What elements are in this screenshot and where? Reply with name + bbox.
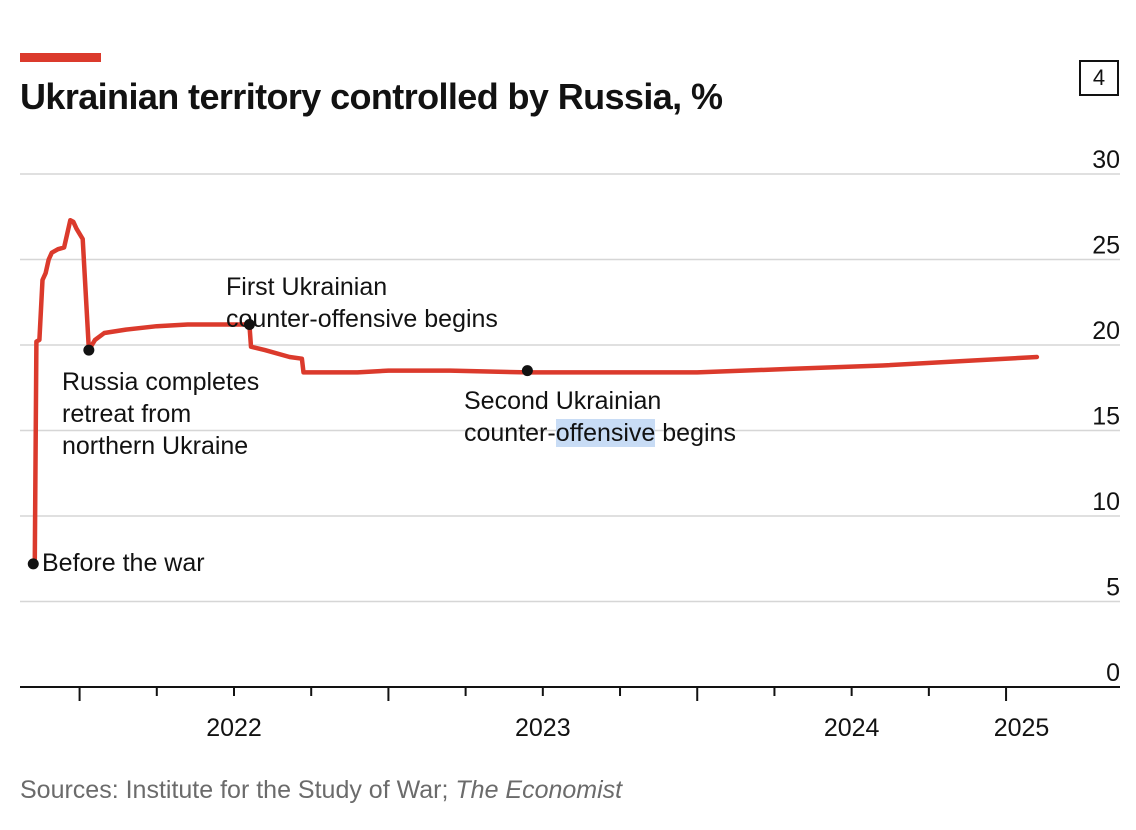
brand-accent-bar <box>20 53 101 62</box>
chart-title: Ukrainian territory controlled by Russia… <box>20 76 723 117</box>
y-tick-label-20: 20 <box>1092 317 1120 345</box>
annotation-line: retreat from <box>62 400 192 428</box>
x-tick-label-2024: 2024 <box>824 714 880 742</box>
annotation-marker-retreat <box>83 344 95 356</box>
annotation-marker-second <box>521 365 533 377</box>
chart-number-badge: 4 <box>1079 60 1119 96</box>
annotation-retreat: Russia completes retreat from northern U… <box>62 366 259 462</box>
annotation-marker-before <box>27 558 39 570</box>
annotation-marker-first <box>243 318 255 330</box>
source-publication: The Economist <box>455 776 623 804</box>
y-tick-label-5: 5 <box>1106 574 1120 602</box>
highlighted-word: offensive <box>555 419 656 447</box>
series-layer <box>31 217 1040 567</box>
y-tick-label-25: 25 <box>1092 232 1120 260</box>
annotation-line: counter-offensive begins <box>464 419 736 447</box>
y-tick-label-0: 0 <box>1106 659 1120 687</box>
source-text: Sources: Institute for the Study of War; <box>20 776 456 804</box>
annotation-line: Second Ukrainian <box>464 387 662 415</box>
y-tick-label-30: 30 <box>1092 146 1120 174</box>
x-tick-label-2025: 2025 <box>994 714 1050 742</box>
x-tick-label-2022: 2022 <box>206 714 262 742</box>
annotation-markers <box>27 318 533 570</box>
series-line-0 <box>31 217 1040 567</box>
x-axis: 2022 2023 2024 2025 <box>20 686 1120 742</box>
annotation-before-war: Before the war <box>42 547 205 579</box>
annotation-line: Russia completes <box>62 368 260 396</box>
annotation-second-counter-offensive: Second Ukrainian counter-offensive begin… <box>464 385 736 449</box>
y-tick-labels: 0 5 10 15 20 25 30 <box>1092 146 1120 687</box>
y-tick-label-15: 15 <box>1092 403 1120 431</box>
annotation-line: northern Ukraine <box>62 432 249 460</box>
x-tick-label-2023: 2023 <box>515 714 571 742</box>
y-tick-label-10: 10 <box>1092 488 1120 516</box>
annotation-line: First Ukrainian <box>226 273 388 301</box>
annotation-line: Before the war <box>42 549 205 577</box>
annotation-first-counter-offensive: First Ukrainian counter-offensive begins <box>226 271 498 335</box>
annotation-line: counter-offensive begins <box>226 305 498 333</box>
source-note: Sources: Institute for the Study of War;… <box>20 776 622 805</box>
